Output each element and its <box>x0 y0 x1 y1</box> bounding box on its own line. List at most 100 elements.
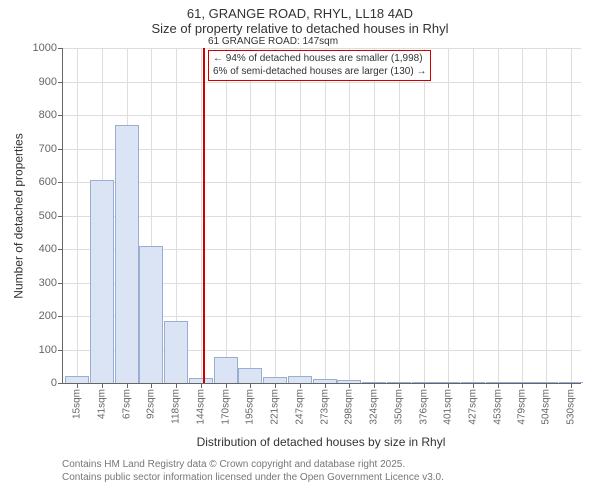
x-axis-title: Distribution of detached houses by size … <box>62 435 580 449</box>
annotation-line: ← 94% of detached houses are smaller (1,… <box>213 53 426 66</box>
xtick-label: 144sqm <box>196 389 207 425</box>
title-line-2: Size of property relative to detached ho… <box>0 21 600 36</box>
histogram-bar <box>486 382 510 383</box>
histogram-bar <box>139 246 163 383</box>
ytick-label: 300 <box>39 277 63 289</box>
gridline-v <box>250 48 251 383</box>
xtick-mark <box>473 383 474 388</box>
xtick-label: 376sqm <box>418 389 429 425</box>
ytick-label: 700 <box>39 143 63 155</box>
xtick-mark <box>201 383 202 388</box>
xtick-label: 67sqm <box>122 389 133 419</box>
histogram-bar <box>559 382 583 383</box>
gridline-v <box>275 48 276 383</box>
gridline-v <box>546 48 547 383</box>
xtick-label: 324sqm <box>368 389 379 425</box>
histogram-bar <box>461 382 485 383</box>
property-marker-line <box>203 48 205 383</box>
xtick-mark <box>275 383 276 388</box>
xtick-label: 350sqm <box>393 389 404 425</box>
ytick-label: 400 <box>39 243 63 255</box>
gridline-v <box>77 48 78 383</box>
gridline-v <box>473 48 474 383</box>
xtick-label: 530sqm <box>566 389 577 425</box>
xtick-mark <box>349 383 350 388</box>
gridline-h <box>63 182 581 183</box>
xtick-mark <box>522 383 523 388</box>
gridline-v <box>300 48 301 383</box>
title-block: 61, GRANGE ROAD, RHYL, LL18 4AD Size of … <box>0 0 600 36</box>
ytick-label: 800 <box>39 109 63 121</box>
xtick-mark <box>127 383 128 388</box>
histogram-bar <box>510 382 534 383</box>
gridline-v <box>349 48 350 383</box>
gridline-h <box>63 216 581 217</box>
histogram-bar <box>313 379 337 383</box>
xtick-label: 298sqm <box>343 389 354 425</box>
histogram-bar <box>164 321 188 383</box>
xtick-label: 118sqm <box>171 389 182 424</box>
xtick-mark <box>498 383 499 388</box>
xtick-label: 41sqm <box>97 389 108 419</box>
xtick-mark <box>300 383 301 388</box>
xtick-label: 195sqm <box>245 389 256 425</box>
chart-container: 61, GRANGE ROAD, RHYL, LL18 4AD Size of … <box>0 0 600 500</box>
annotation-line: 6% of semi-detached houses are larger (1… <box>213 66 426 79</box>
footer-line-2: Contains public sector information licen… <box>62 472 444 485</box>
gridline-v <box>374 48 375 383</box>
xtick-label: 92sqm <box>146 389 157 419</box>
histogram-bar <box>288 376 312 383</box>
xtick-mark <box>399 383 400 388</box>
histogram-bar <box>238 368 262 383</box>
xtick-label: 221sqm <box>269 389 280 425</box>
gridline-v <box>399 48 400 383</box>
xtick-mark <box>448 383 449 388</box>
ytick-label: 1000 <box>33 42 63 54</box>
gridline-v <box>498 48 499 383</box>
xtick-label: 504sqm <box>541 389 552 425</box>
histogram-bar <box>362 382 386 383</box>
gridline-v <box>201 48 202 383</box>
gridline-v <box>424 48 425 383</box>
histogram-bar <box>115 125 139 383</box>
plot-area: 0100200300400500600700800900100015sqm41s… <box>62 48 581 384</box>
gridline-h <box>63 82 581 83</box>
histogram-bar <box>534 382 558 383</box>
footer-line-1: Contains HM Land Registry data © Crown c… <box>62 459 444 472</box>
xtick-label: 453sqm <box>492 389 503 425</box>
xtick-mark <box>374 383 375 388</box>
xtick-mark <box>424 383 425 388</box>
gridline-h <box>63 115 581 116</box>
xtick-label: 247sqm <box>294 389 305 425</box>
ytick-label: 500 <box>39 210 63 222</box>
histogram-bar <box>387 382 411 383</box>
xtick-mark <box>176 383 177 388</box>
histogram-bar <box>412 382 436 383</box>
gridline-v <box>226 48 227 383</box>
histogram-bar <box>65 376 89 383</box>
xtick-label: 401sqm <box>442 389 453 425</box>
y-axis-title: Number of detached properties <box>12 133 26 298</box>
histogram-bar <box>189 378 213 383</box>
ytick-label: 900 <box>39 76 63 88</box>
xtick-mark <box>77 383 78 388</box>
xtick-mark <box>546 383 547 388</box>
xtick-mark <box>325 383 326 388</box>
histogram-bar <box>214 357 238 383</box>
gridline-v <box>522 48 523 383</box>
xtick-mark <box>151 383 152 388</box>
histogram-bar <box>263 377 287 383</box>
gridline-v <box>325 48 326 383</box>
gridline-v <box>571 48 572 383</box>
gridline-h <box>63 149 581 150</box>
xtick-label: 273sqm <box>319 389 330 425</box>
xtick-mark <box>102 383 103 388</box>
ytick-label: 200 <box>39 310 63 322</box>
annotation-box: ← 94% of detached houses are smaller (1,… <box>208 50 431 81</box>
xtick-mark <box>571 383 572 388</box>
histogram-bar <box>436 382 460 383</box>
xtick-label: 170sqm <box>221 389 232 425</box>
xtick-mark <box>226 383 227 388</box>
xtick-label: 427sqm <box>467 389 478 425</box>
gridline-v <box>448 48 449 383</box>
